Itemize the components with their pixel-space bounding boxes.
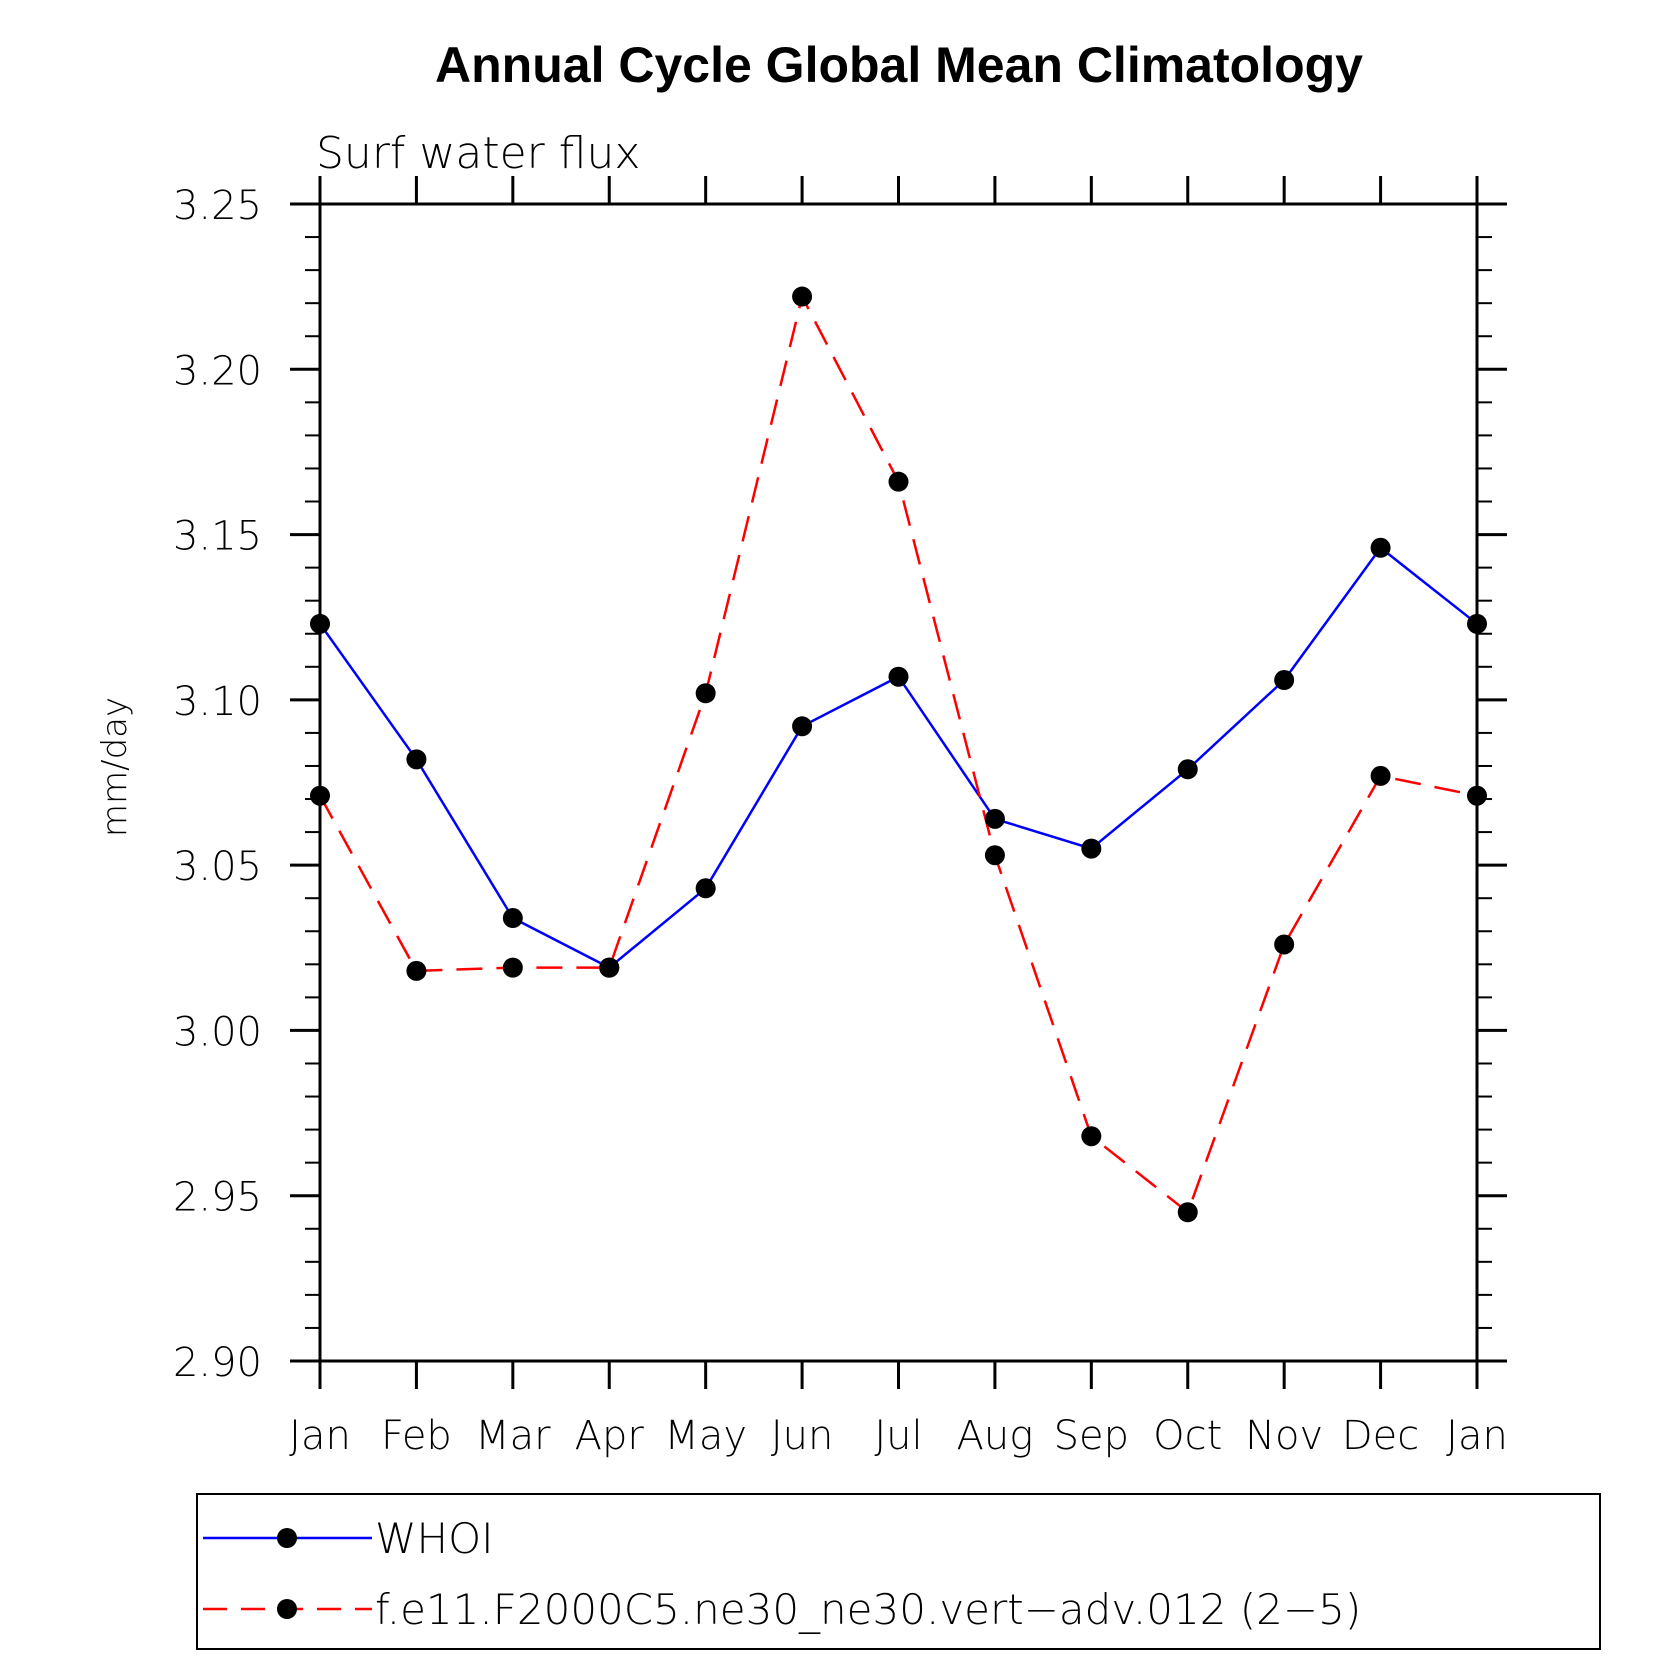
legend-label-1: f.e11.F2000C5.ne30_ne30.vert−adv.012 (2−… bbox=[375, 1585, 1361, 1634]
data-point-s0-6 bbox=[888, 666, 909, 687]
data-point-s1-7 bbox=[984, 845, 1005, 866]
x-tick-label: Oct bbox=[1153, 1413, 1222, 1459]
data-point-s1-10 bbox=[1274, 934, 1295, 955]
data-point-s0-10 bbox=[1274, 670, 1295, 691]
x-tick-label: Jan bbox=[1446, 1413, 1508, 1459]
x-tick-label: Dec bbox=[1342, 1413, 1419, 1459]
plot-frame bbox=[318, 202, 1479, 1363]
legend-box bbox=[196, 1493, 1601, 1650]
data-point-s1-3 bbox=[599, 957, 620, 978]
legend: WHOI f.e11.F2000C5.ne30_ne30.vert−adv.012… bbox=[196, 1493, 1601, 1650]
data-point-s0-9 bbox=[1177, 759, 1198, 780]
x-tick-label: Mar bbox=[475, 1413, 551, 1459]
x-tick-label: Jan bbox=[289, 1413, 351, 1459]
data-point-s0-2 bbox=[502, 908, 523, 929]
data-point-s1-1 bbox=[406, 960, 427, 981]
data-point-s1-4 bbox=[695, 683, 716, 704]
data-point-s1-11 bbox=[1370, 765, 1391, 786]
x-tick-label: May bbox=[664, 1413, 747, 1459]
x-tick-label: Nov bbox=[1245, 1413, 1323, 1459]
series-layer bbox=[310, 286, 1487, 1223]
legend-label-0: WHOI bbox=[375, 1514, 494, 1563]
legend-marker-0 bbox=[277, 1528, 297, 1548]
data-point-s1-8 bbox=[1081, 1126, 1102, 1147]
x-tick-label: Jul bbox=[874, 1413, 922, 1459]
data-point-s0-1 bbox=[406, 749, 427, 770]
series-line-1 bbox=[318, 293, 1478, 1215]
y-tick-label: 2.95 bbox=[173, 1175, 262, 1221]
chart-title: Annual Cycle Global Mean Climatology bbox=[435, 37, 1363, 93]
data-point-s1-6 bbox=[888, 471, 909, 492]
data-point-s1-5 bbox=[792, 286, 813, 307]
y-tick-label: 3.05 bbox=[173, 844, 262, 890]
data-point-s1-9 bbox=[1177, 1202, 1198, 1223]
series-line-0 bbox=[318, 546, 1478, 970]
y-tick-label: 3.20 bbox=[173, 348, 262, 394]
data-point-s1-2 bbox=[502, 957, 523, 978]
x-tick-label: Aug bbox=[957, 1413, 1034, 1459]
legend-marker-1 bbox=[277, 1599, 297, 1619]
y-tick-label: 3.25 bbox=[173, 183, 262, 229]
x-tick-label: Apr bbox=[575, 1413, 645, 1459]
y-tick-label: 2.90 bbox=[173, 1340, 262, 1386]
y-tick-label: 3.00 bbox=[173, 1009, 262, 1055]
data-point-s0-8 bbox=[1081, 838, 1102, 859]
data-point-s0-11 bbox=[1370, 537, 1391, 558]
x-tick-label: Jun bbox=[771, 1413, 834, 1459]
axis-ticks: Jan Feb Mar Apr May Jun Jul Aug Sep Oct Nov Dec Jan 2… bbox=[173, 176, 1508, 1459]
x-tick-label: Feb bbox=[381, 1413, 452, 1459]
x-tick-label: Sep bbox=[1054, 1413, 1129, 1459]
data-point-s0-5 bbox=[792, 716, 813, 737]
y-tick-label: 3.10 bbox=[173, 679, 262, 725]
y-axis-label: mm/day bbox=[95, 697, 135, 837]
y-tick-label: 3.15 bbox=[173, 514, 262, 560]
chart-subtitle: Surf water flux bbox=[316, 128, 640, 179]
data-point-s0-7 bbox=[984, 808, 1005, 829]
data-point-s0-4 bbox=[695, 878, 716, 899]
